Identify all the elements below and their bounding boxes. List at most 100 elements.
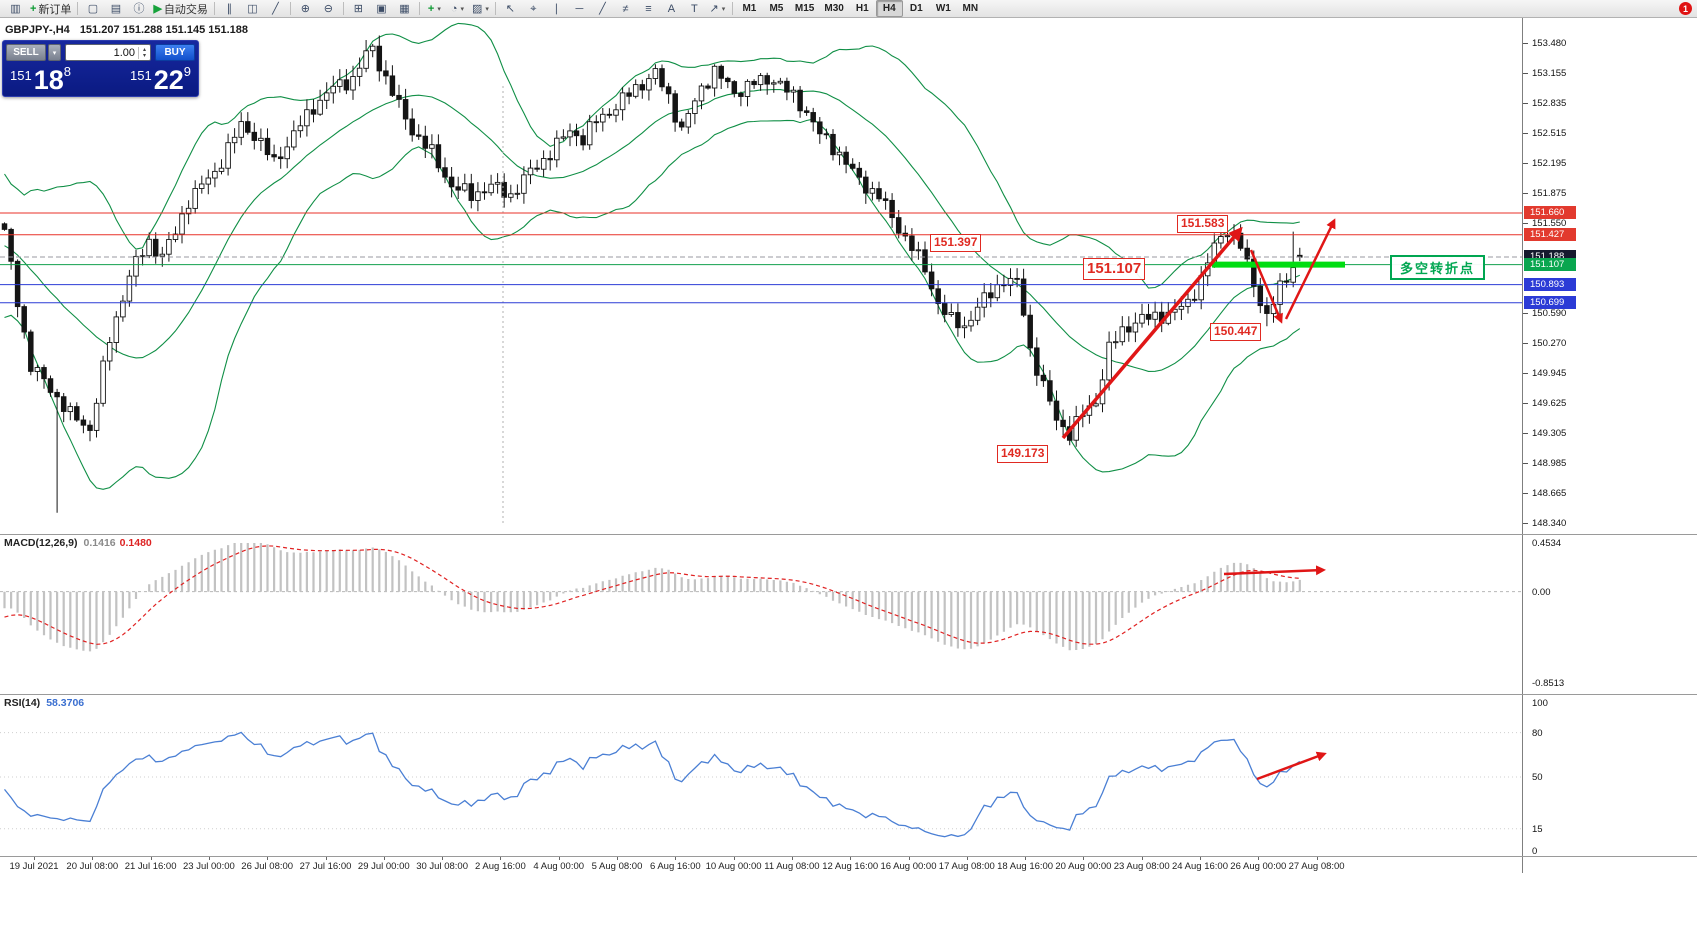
time-axis[interactable]: 19 Jul 2021 20 Jul 08:00 21 Jul 16:00 23 Ju… [0, 857, 1522, 873]
candle-body [1139, 313, 1145, 324]
notification-badge[interactable]: 1 [1679, 2, 1692, 15]
lot-decrease-button[interactable]: ▾ [142, 52, 146, 59]
lot-size-input[interactable] [66, 46, 138, 59]
candle-body [376, 45, 383, 72]
new-chart-icon[interactable]: ▢ [81, 0, 104, 17]
autotrade-button[interactable]: ▶ 自动交易 [150, 0, 210, 17]
periods-icon[interactable]: ◔ ▾ [446, 0, 469, 17]
tf-d1-button[interactable]: D1 [903, 0, 930, 17]
tile-windows-icon[interactable]: ⊞ [347, 0, 370, 17]
bar-chart-icon[interactable]: ∥ [218, 0, 241, 17]
time-tick-mark [92, 857, 94, 860]
sell-button[interactable]: SELL [6, 44, 46, 61]
rsi-pane-canvas[interactable] [0, 694, 1522, 856]
tf-m1-button[interactable]: M1 [736, 0, 763, 17]
candle-body [1152, 311, 1158, 320]
candle-body [672, 93, 678, 123]
indicators-icon-caret[interactable]: ▾ [437, 5, 441, 13]
candle-body [159, 253, 166, 257]
channel-icon[interactable]: ≠ [614, 0, 637, 17]
bottom-empty-area [0, 873, 1697, 940]
candle-body [501, 181, 507, 198]
arrows-icon-glyph: ↗ [709, 2, 719, 15]
candle-body [580, 135, 586, 146]
tf-m15-button-label: M15 [794, 3, 815, 14]
tf-h1-button[interactable]: H1 [849, 0, 876, 17]
lot-increase-button[interactable]: ▴ [142, 46, 146, 53]
candle-body [889, 199, 895, 219]
order-type-dropdown[interactable]: ▾ [48, 44, 61, 61]
tf-m30-button[interactable]: M30 [819, 0, 848, 17]
trend-arrow [1284, 218, 1336, 320]
rsi-scale-tick: 0 [1532, 846, 1538, 857]
candle-body [34, 367, 41, 372]
price-axis[interactable]: 153.480 153.155 152.835 152.515 152.195 151.8… [1522, 18, 1697, 873]
profiles-icon[interactable]: ▤ [104, 0, 127, 17]
rsi-scale-tick: 80 [1532, 727, 1543, 739]
main-chart-canvas[interactable] [0, 18, 1522, 534]
candle-body [383, 70, 389, 77]
candle-body [192, 188, 198, 209]
buy-button[interactable]: BUY [155, 44, 195, 61]
line-chart-icon[interactable]: ╱ [264, 0, 287, 17]
candle-body [356, 67, 363, 77]
one-click-trading-panel: SELL ▾ ▴▾ BUY 151188 151229 [2, 40, 199, 97]
symbol-chart-icon[interactable]: ▥ [4, 0, 27, 17]
symbol-period-label: GBPJPY-,H4 [5, 24, 70, 36]
price-badge-151.660: 151.660 [1524, 205, 1576, 219]
arrange-windows-icon[interactable]: ▦ [393, 0, 416, 17]
templates-icon[interactable]: ▨ ▾ [469, 0, 492, 17]
pane-separator[interactable] [0, 534, 1697, 535]
candle-body [363, 50, 369, 69]
arrows-icon-caret[interactable]: ▾ [721, 5, 726, 13]
candle-body [685, 113, 692, 128]
candlestick-chart-icon[interactable]: ◫ [241, 0, 264, 17]
tf-m15-button[interactable]: M15 [790, 0, 819, 17]
cursor-icon[interactable]: ↖ [499, 0, 522, 17]
templates-icon-glyph: ▨ [471, 2, 483, 15]
cascade-windows-icon[interactable]: ▣ [370, 0, 393, 17]
price-tick: 149.305 [1532, 427, 1567, 439]
arrows-icon[interactable]: ↗ ▾ [706, 0, 729, 17]
horizontal-line-icon[interactable]: ─ [568, 0, 591, 17]
candle-body [1034, 347, 1040, 376]
line-chart-icon-glyph: ╱ [272, 2, 279, 15]
candle-body [1014, 277, 1020, 280]
crosshair-icon[interactable]: ⌖ [522, 0, 545, 17]
candle-body [600, 113, 606, 123]
sell-price-button[interactable]: 151188 [10, 64, 71, 96]
tf-mn-button[interactable]: MN [957, 0, 984, 17]
candle-body [415, 134, 422, 137]
trendline-icon[interactable]: ╱ [591, 0, 614, 17]
fibonacci-icon[interactable]: ≡ [637, 0, 660, 17]
candle-body [567, 130, 573, 138]
templates-icon-caret[interactable]: ▾ [485, 5, 489, 13]
price-tick: 149.625 [1532, 398, 1567, 409]
bollinger-middle-band [4, 88, 1301, 372]
toolbar-separator [289, 2, 291, 15]
zoom-in-icon[interactable]: ⊕ [294, 0, 317, 17]
tf-m5-button[interactable]: M5 [763, 0, 790, 17]
zoom-out-icon[interactable]: ⊖ [317, 0, 340, 17]
new-order-button[interactable]: + 新订单 [27, 0, 74, 17]
buy-price-button[interactable]: 151229 [130, 64, 191, 96]
price-tick: 149.945 [1532, 368, 1567, 380]
macd-pane-canvas[interactable] [0, 534, 1522, 694]
price-label-150447: 150.447 [1210, 323, 1262, 341]
autotrade-glyph: ▶ [153, 2, 162, 15]
time-label: 12 Aug 16:00 [822, 861, 879, 872]
label-icon[interactable]: T [683, 0, 706, 17]
text-icon[interactable]: A [660, 0, 683, 17]
candle-body [586, 121, 593, 146]
data-window-icon[interactable]: ⓘ [127, 0, 150, 17]
candle-body [915, 249, 922, 252]
time-label: 21 Jul 16:00 [124, 861, 177, 872]
tf-w1-button[interactable]: W1 [930, 0, 957, 17]
periods-icon-caret[interactable]: ▾ [460, 5, 464, 13]
pane-separator[interactable] [0, 694, 1697, 695]
tf-h4-button[interactable]: H4 [875, 0, 903, 17]
candle-body [1020, 278, 1027, 316]
vertical-line-icon[interactable]: ∣ [545, 0, 568, 17]
tf-w1-button-label: W1 [935, 3, 951, 14]
indicators-icon[interactable]: + ▾ [423, 0, 446, 17]
